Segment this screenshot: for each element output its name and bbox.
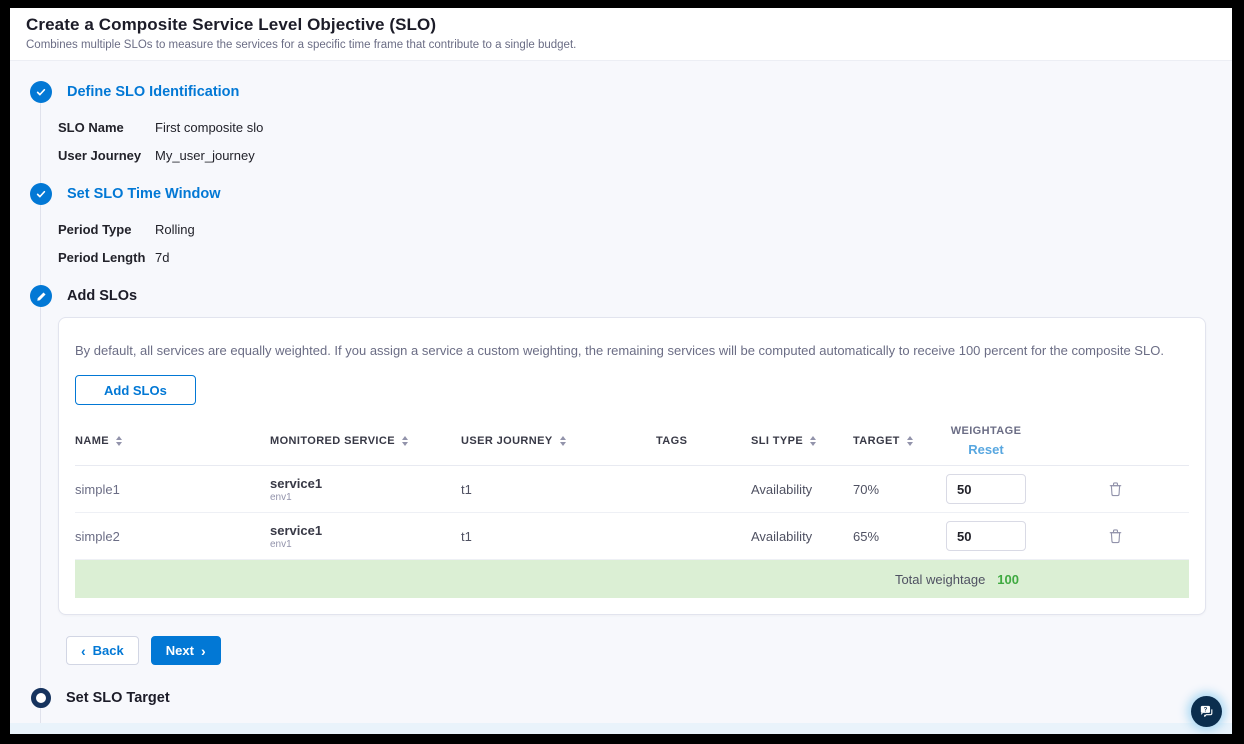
radio-circle-icon [31, 688, 51, 708]
weightage-input[interactable] [946, 521, 1026, 551]
field-value: My_user_journey [155, 147, 255, 163]
sort-icon[interactable] [559, 436, 566, 446]
add-slos-panel: By default, all services are equally wei… [58, 317, 1206, 615]
column-header-name[interactable]: NAME [75, 435, 270, 447]
trash-icon [1109, 529, 1121, 544]
check-icon [30, 183, 52, 205]
step-header[interactable]: Define SLO Identification [30, 81, 1212, 103]
field-label: SLO Name [58, 119, 124, 135]
wizard-content: Define SLO Identification SLO Name First… [10, 61, 1232, 734]
slo-name-cell: simple2 [75, 528, 120, 544]
slo-name-cell: simple1 [75, 481, 120, 497]
delete-row-button[interactable] [1104, 477, 1127, 501]
delete-row-button[interactable] [1104, 524, 1127, 548]
page-title: Create a Composite Service Level Objecti… [26, 15, 437, 34]
monitored-service-cell: service1 env1 [270, 476, 461, 503]
sort-icon[interactable] [906, 436, 913, 446]
sli-type-cell: Availability [751, 481, 813, 497]
sort-icon[interactable] [116, 436, 122, 446]
target-cell: 65% [853, 528, 880, 544]
step-title: Set SLO Target [66, 690, 170, 706]
pencil-icon [30, 285, 52, 307]
table-row: simple1 service1 env1 t1 Availability 70… [75, 466, 1189, 513]
slo-wizard: Define SLO Identification SLO Name First… [30, 81, 1212, 734]
field-value: 7d [155, 249, 170, 265]
svg-text:?: ? [1204, 708, 1208, 714]
wizard-actions: ‹ Back Next › [66, 636, 1212, 665]
environment-label: env1 [270, 538, 292, 550]
reset-weightage-link[interactable]: Reset [968, 442, 1004, 457]
step-set-slo-time-window: Set SLO Time Window Period Type Rolling … [30, 183, 1212, 271]
chevron-left-icon: ‹ [81, 642, 86, 659]
step-define-slo-identification: Define SLO Identification SLO Name First… [30, 81, 1212, 169]
field-label: Period Length [58, 249, 146, 265]
slos-table: NAME MONITORED SERVICE USER JOURNEY [75, 425, 1189, 598]
total-weightage-value: 100 [997, 571, 1019, 587]
column-header-tags: TAGS [656, 435, 688, 447]
page-header: Create a Composite Service Level Objecti… [10, 8, 1232, 61]
step-body: Period Type Rolling Period Length 7d [58, 215, 1212, 271]
column-header-target[interactable]: TARGET [853, 435, 931, 447]
step-body: SLO Name First composite slo User Journe… [58, 113, 1212, 169]
column-header-user-journey[interactable]: USER JOURNEY [461, 435, 656, 447]
sort-icon[interactable] [401, 436, 408, 446]
column-header-monitored-service[interactable]: MONITORED SERVICE [270, 435, 461, 447]
target-cell: 70% [853, 481, 880, 497]
field-label: Period Type [58, 221, 132, 237]
table-header-row: NAME MONITORED SERVICE USER JOURNEY [75, 425, 1189, 466]
field-slo-name: SLO Name First composite slo [58, 113, 1212, 141]
chat-help-icon: ? [1200, 705, 1213, 717]
help-chat-button[interactable]: ? [1191, 696, 1222, 727]
user-journey-cell: t1 [461, 481, 472, 497]
step-title: Set SLO Time Window [67, 186, 221, 202]
column-header-sli-type[interactable]: SLI TYPE [751, 435, 853, 447]
field-value: Rolling [155, 221, 195, 237]
weighting-description: By default, all services are equally wei… [75, 343, 1164, 358]
field-period-type: Period Type Rolling [58, 215, 1212, 243]
composite-slo-page: Create a Composite Service Level Objecti… [10, 8, 1232, 734]
page-subtitle: Combines multiple SLOs to measure the se… [26, 39, 577, 51]
add-slos-button[interactable]: Add SLOs [75, 375, 196, 405]
trash-icon [1109, 482, 1121, 497]
step-title: Add SLOs [67, 288, 138, 304]
environment-label: env1 [270, 491, 292, 503]
column-header-weightage: WEIGHTAGE Reset [950, 425, 1022, 457]
step-header[interactable]: Add SLOs [30, 285, 1212, 307]
table-row: simple2 service1 env1 t1 Availability 65… [75, 513, 1189, 560]
next-button[interactable]: Next › [150, 636, 221, 665]
field-label: User Journey [58, 147, 142, 163]
weightage-input[interactable] [946, 474, 1026, 504]
step-add-slos: Add SLOs By default, all services are eq… [30, 285, 1212, 665]
step-header[interactable]: Set SLO Target [30, 688, 1212, 708]
monitored-service-cell: service1 env1 [270, 523, 461, 550]
check-icon [30, 81, 52, 103]
sli-type-cell: Availability [751, 528, 813, 544]
field-user-journey: User Journey My_user_journey [58, 141, 1212, 169]
field-value: First composite slo [155, 119, 264, 135]
total-weightage-label: Total weightage [894, 571, 986, 587]
step-title: Define SLO Identification [67, 84, 240, 100]
field-period-length: Period Length 7d [58, 243, 1212, 271]
step-header[interactable]: Set SLO Time Window [30, 183, 1212, 205]
total-weightage-row: Total weightage 100 [75, 560, 1189, 598]
chevron-right-icon: › [200, 642, 206, 659]
bottom-strip [10, 723, 1232, 734]
user-journey-cell: t1 [461, 528, 472, 544]
sort-icon[interactable] [810, 436, 817, 446]
back-button[interactable]: ‹ Back [66, 636, 139, 665]
step-set-slo-target: Set SLO Target [30, 682, 1212, 714]
